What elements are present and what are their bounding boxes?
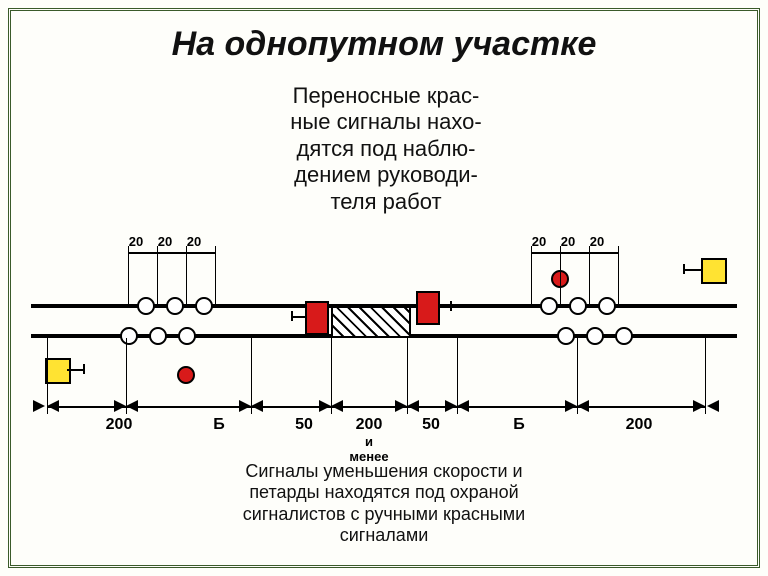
- red-signal-left-bar: [291, 316, 305, 318]
- dim-tick: [157, 246, 158, 304]
- dim-tick: [618, 246, 619, 304]
- red-signal-left-t: [291, 311, 293, 321]
- petard-icon: [557, 327, 575, 345]
- yellow-flag-right-t: [683, 264, 685, 274]
- petard-icon: [598, 297, 616, 315]
- red-hand-signal-left: [177, 366, 195, 384]
- arrow-left-icon: [577, 400, 589, 412]
- dim-label: 20: [153, 234, 177, 249]
- dim-label: 200: [89, 416, 149, 434]
- arrow-right-icon: [395, 400, 407, 412]
- arrow-right-icon: [239, 400, 251, 412]
- dim-line-top-left: [128, 252, 215, 254]
- work-zone-hatch: [331, 306, 411, 338]
- yellow-flag-left-t: [83, 364, 85, 374]
- petard-icon: [120, 327, 138, 345]
- petard-icon: [615, 327, 633, 345]
- dim-tick: [186, 246, 187, 304]
- dim-line-top-right: [531, 252, 618, 254]
- dim-label: Б: [199, 416, 239, 434]
- dim-label: 20: [527, 234, 551, 249]
- dim-tick: [215, 246, 216, 304]
- arrow-left-icon: [407, 400, 419, 412]
- dim-line-bottom: [47, 406, 705, 408]
- arrow-left-icon: [457, 400, 469, 412]
- red-signal-right-t: [450, 301, 452, 311]
- dim-label: 200: [609, 416, 669, 434]
- petard-icon: [540, 297, 558, 315]
- dim-label-sub: и менее: [341, 434, 397, 464]
- dim-label: 20: [585, 234, 609, 249]
- dim-label: 200: [344, 416, 394, 434]
- petard-icon: [166, 297, 184, 315]
- footer-text: Сигналы уменьшения скорости и петарды на…: [131, 461, 637, 547]
- arrow-right-icon: [114, 400, 126, 412]
- dim-label: 50: [411, 416, 451, 434]
- yellow-flag-right: [701, 258, 727, 284]
- dim-label: 20: [182, 234, 206, 249]
- slide-title: На однопутном участке: [11, 25, 757, 64]
- arrow-left-icon: [47, 400, 59, 412]
- arrow-right-icon: [33, 400, 45, 412]
- dim-tick: [705, 338, 706, 414]
- petard-icon: [137, 297, 155, 315]
- arrow-left-icon: [251, 400, 263, 412]
- petard-icon: [586, 327, 604, 345]
- yellow-flag-left: [45, 358, 71, 384]
- arrow-right-icon: [319, 400, 331, 412]
- dim-label: 20: [556, 234, 580, 249]
- dim-tick: [531, 246, 532, 304]
- track-diagram: 200Б50200и менее50Б200 202020202020: [11, 246, 757, 496]
- dim-tick: [560, 246, 561, 304]
- petard-icon: [569, 297, 587, 315]
- yellow-flag-right-pole: [683, 269, 701, 271]
- arrow-left-icon: [126, 400, 138, 412]
- arrow-right-icon: [565, 400, 577, 412]
- dim-tick: [128, 246, 129, 304]
- petard-icon: [178, 327, 196, 345]
- arrow-left-icon: [707, 400, 719, 412]
- dim-label: 20: [124, 234, 148, 249]
- red-signal-left: [305, 301, 329, 335]
- red-signal-right: [416, 291, 440, 325]
- description-text: Переносные крас- ные сигналы нахо- дятся…: [201, 83, 571, 215]
- petard-icon: [195, 297, 213, 315]
- dim-tick: [589, 246, 590, 304]
- dim-label: 50: [284, 416, 324, 434]
- slide-frame: На однопутном участке Переносные крас- н…: [8, 8, 760, 568]
- arrow-right-icon: [693, 400, 705, 412]
- arrow-left-icon: [331, 400, 343, 412]
- petard-icon: [149, 327, 167, 345]
- arrow-right-icon: [445, 400, 457, 412]
- dim-label: Б: [499, 416, 539, 434]
